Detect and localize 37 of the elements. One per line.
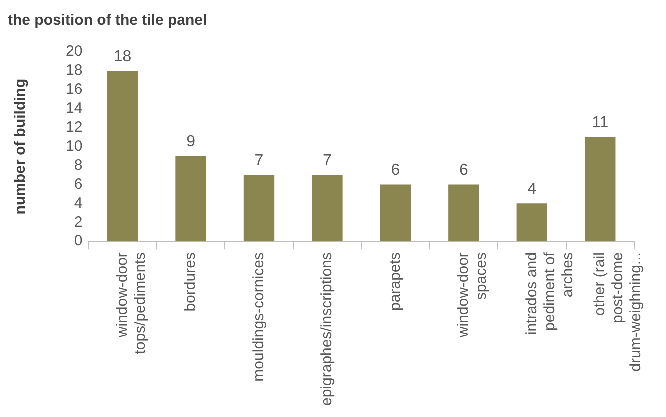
data-label: 9 xyxy=(186,134,196,151)
bar xyxy=(380,184,412,242)
y-tick-label: 20 xyxy=(66,43,83,60)
data-label: 11 xyxy=(592,114,609,132)
y-tick-label: 14 xyxy=(66,100,83,118)
bar xyxy=(176,156,206,242)
y-tick-label: 6 xyxy=(74,176,83,193)
y-axis-title: number of building xyxy=(12,78,30,215)
y-tick-label: 16 xyxy=(66,81,83,98)
data-label: 18 xyxy=(114,48,132,66)
chart-title: the position of the tile panel xyxy=(8,12,208,30)
bar xyxy=(107,70,138,242)
x-tick-label: mouldings-cornices xyxy=(250,252,268,382)
data-label: 6 xyxy=(391,162,400,180)
data-label: 7 xyxy=(323,152,332,170)
x-tick-label: window-door spaces xyxy=(455,252,490,339)
bar xyxy=(516,204,548,242)
y-tick-label: 10 xyxy=(66,138,83,155)
x-tick-label: bordures xyxy=(182,252,200,312)
x-tick-label: epigraphes/inscriptions xyxy=(318,252,336,406)
x-tick-label: window-door tops/pediments xyxy=(114,252,149,354)
data-label: 4 xyxy=(528,181,537,198)
y-tick-label: 4 xyxy=(74,194,83,212)
y-tick-label: 18 xyxy=(66,62,83,80)
y-tick-label: 12 xyxy=(66,118,83,136)
data-label: 6 xyxy=(459,162,468,180)
x-tick-label: intrados and pediment of arches xyxy=(523,252,576,336)
bar xyxy=(312,175,343,242)
x-tick-label: other (rail post-dome drum-weighning... xyxy=(592,252,645,372)
bar xyxy=(448,184,480,242)
y-tick-label: 2 xyxy=(74,214,83,231)
y-tick-label: 8 xyxy=(74,156,83,174)
bar xyxy=(585,137,616,242)
y-tick-label: 0 xyxy=(74,232,83,250)
data-label: 7 xyxy=(254,152,264,170)
bar xyxy=(244,175,275,242)
x-tick-label: parapets xyxy=(386,252,404,311)
